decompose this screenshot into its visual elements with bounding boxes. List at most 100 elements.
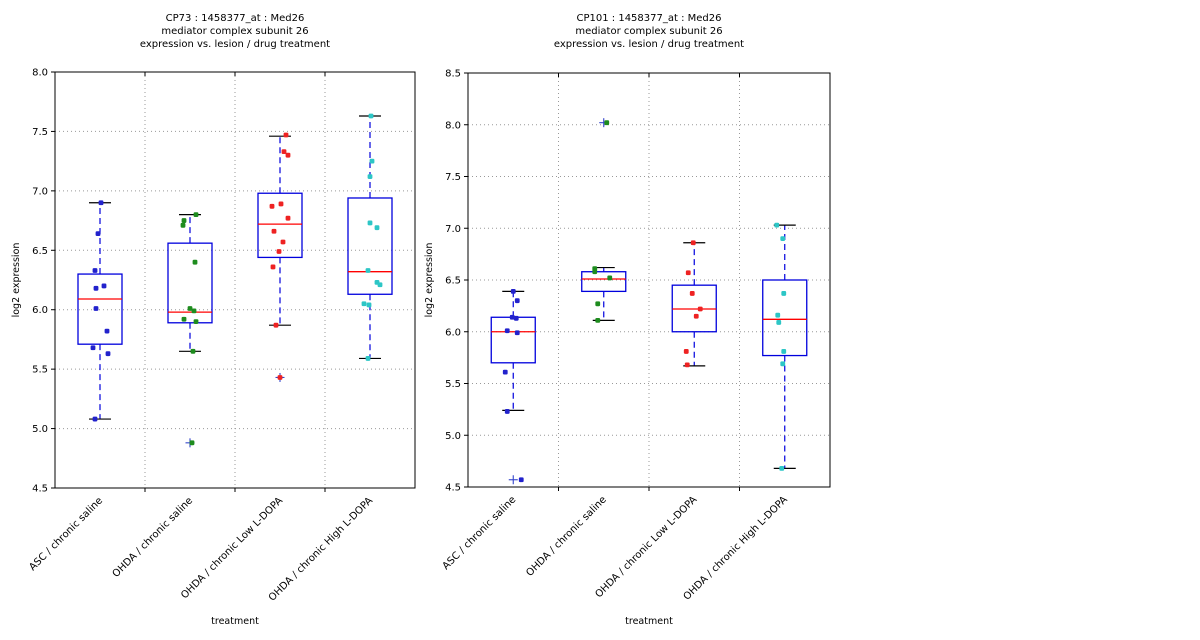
data-point [280,239,286,245]
y-tick-label: 4.5 [445,483,461,494]
data-point [361,301,367,307]
x-axis-label: treatment [625,616,673,627]
y-tick-label: 4.5 [32,484,48,495]
data-point [367,220,373,226]
box-group-2 [581,118,627,323]
data-point [377,282,383,288]
data-point [780,236,786,241]
y-tick-label: 6.0 [32,305,48,316]
data-point [685,270,691,276]
data-point [93,285,99,291]
data-point [595,301,601,307]
plot-frame [467,72,831,488]
data-point [504,409,510,414]
y-tick-label: 7.0 [32,186,48,197]
data-point [595,317,601,323]
data-point [278,201,284,207]
data-point [365,356,371,361]
data-point [181,218,187,223]
box [167,242,213,324]
data-point [774,222,780,228]
data-point [780,361,786,367]
data-point [192,259,198,265]
data-point [283,132,289,138]
data-point [269,203,275,209]
data-point [191,308,197,314]
y-tick-label: 8.0 [32,68,48,79]
box [347,197,393,295]
chart-title-line: mediator complex subunit 26 [161,26,308,37]
chart-title-line: CP73 : 1458377_at : Med26 [166,13,305,24]
x-category-label: OHDA / chronic Low L-DOPA [593,494,699,600]
x-axis-label: treatment [211,616,259,627]
y-tick-label: 5.0 [445,431,461,442]
data-point [510,288,516,294]
x-category-label: OHDA / chronic High L-DOPA [267,495,375,603]
data-point [285,215,291,221]
data-point [504,328,510,334]
chart-CP73: 4.5 5.0 5.5 6.0 6.5 7.0 7.5 8.0 CP73 : 1458377_a… [11,13,416,627]
box-group-3 [257,132,303,382]
data-point [781,349,787,354]
y-tick-label: 5.0 [32,424,48,435]
data-point [779,465,785,471]
data-point [187,306,193,311]
data-point [781,291,787,296]
x-category-label: ASC / chronic saline [441,494,519,572]
data-point [181,316,187,322]
box-group-4 [762,222,808,471]
data-point [690,240,696,246]
data-point [285,152,291,158]
data-point [93,306,99,311]
data-point [101,283,107,289]
y-tick-label: 5.5 [32,365,48,376]
x-category-label: ASC / chronic saline [27,495,105,573]
box-group-1 [490,288,536,485]
data-point [105,351,111,357]
chart-title-line: expression vs. lesion / drug treatment [140,39,330,50]
y-tick-label: 6.5 [445,276,461,287]
box-group-3 [671,240,717,368]
y-tick-label: 5.5 [445,379,461,390]
data-point [592,269,598,275]
chart-title-line: CP101 : 1458377_at : Med26 [577,13,722,24]
chart-title-line: expression vs. lesion / drug treatment [554,39,744,50]
data-point [270,264,276,270]
y-tick-label: 7.5 [445,172,461,183]
data-point [180,222,186,228]
plot-frame [54,71,416,489]
data-point [189,440,195,446]
data-point [374,225,380,231]
box-group-1 [77,200,123,422]
y-tick-label: 8.0 [445,120,461,131]
box-group-2 [167,212,213,448]
box-group-4 [347,113,393,361]
data-point [190,348,196,354]
data-point [607,275,613,281]
data-point [367,174,373,179]
data-point [683,349,689,354]
data-point [368,113,374,119]
data-point [281,149,287,155]
data-point [509,314,515,320]
data-point [90,345,96,351]
data-point [684,362,690,368]
data-point [604,120,610,126]
data-point [514,298,520,304]
data-point [697,306,703,312]
data-point [92,416,98,422]
y-axis-label: log2 expression [11,243,22,318]
x-category-label: OHDA / chronic Low L-DOPA [179,495,285,601]
data-point [98,200,104,206]
y-tick-label: 8.5 [445,69,461,80]
data-point [271,228,277,234]
box [77,273,123,345]
data-point [776,320,782,325]
data-point [514,330,520,336]
data-point [273,322,279,328]
data-point [775,312,781,318]
y-tick-label: 7.5 [32,127,48,138]
data-point [689,291,695,296]
y-tick-label: 6.5 [32,246,48,257]
